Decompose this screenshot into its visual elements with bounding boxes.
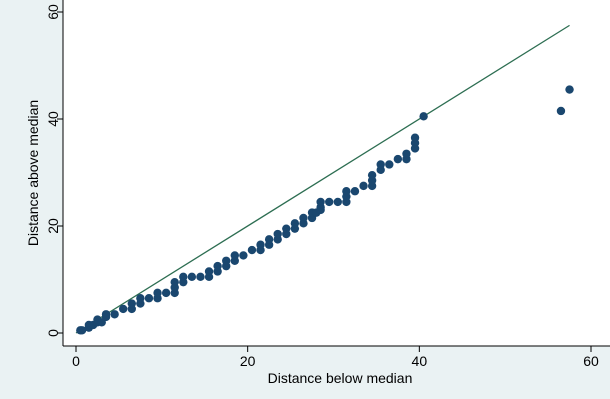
- data-point: [101, 310, 111, 319]
- data-point: [316, 197, 325, 207]
- reference-line: [75, 24, 570, 334]
- data-point: [299, 213, 308, 223]
- x-tick-label: 20: [240, 353, 256, 369]
- data-point: [333, 197, 342, 207]
- data-point: [119, 304, 128, 314]
- data-point: [359, 181, 368, 191]
- x-tick-label: 0: [72, 353, 80, 369]
- data-point: [222, 256, 231, 265]
- data-point: [393, 154, 403, 164]
- data-point: [556, 106, 566, 116]
- data-point: [264, 235, 274, 244]
- data-point: [256, 240, 265, 249]
- y-tick-label: 0: [45, 329, 61, 337]
- x-tick-label: 40: [412, 353, 428, 369]
- data-point: [325, 197, 334, 207]
- data-point: [161, 288, 171, 298]
- y-axis-title: Distance above median: [25, 100, 41, 246]
- data-point: [127, 299, 136, 308]
- data-point: [196, 272, 205, 282]
- y-tick-label: 20: [45, 218, 61, 234]
- data-point: [290, 219, 300, 228]
- y-tick-label: 40: [45, 111, 61, 127]
- data-point: [230, 251, 239, 260]
- y-ticks: 0 20 40 60: [45, 4, 63, 337]
- data-point: [376, 160, 385, 169]
- data-points: [76, 85, 574, 335]
- data-point: [77, 326, 87, 335]
- data-point: [350, 187, 360, 196]
- data-point: [385, 160, 394, 169]
- data-point: [213, 261, 222, 271]
- data-point: [179, 272, 188, 282]
- data-point: [282, 224, 291, 233]
- data-point: [204, 267, 214, 276]
- x-tick-label: 60: [583, 353, 599, 369]
- data-point: [402, 149, 411, 158]
- data-point: [273, 229, 282, 239]
- data-point: [187, 272, 197, 282]
- data-point: [247, 245, 257, 255]
- data-point: [136, 294, 145, 303]
- data-point: [170, 277, 179, 287]
- x-ticks: 0 20 40 60: [72, 346, 599, 369]
- data-point: [367, 170, 377, 180]
- x-axis-title: Distance below median: [268, 370, 413, 386]
- data-point: [144, 294, 154, 303]
- data-point: [565, 85, 574, 94]
- y-tick-label: 60: [45, 4, 61, 20]
- data-point: [342, 187, 351, 196]
- data-point: [410, 133, 420, 142]
- data-point: [153, 288, 162, 298]
- data-point: [239, 251, 248, 260]
- data-point: [110, 310, 119, 319]
- data-point: [419, 112, 428, 121]
